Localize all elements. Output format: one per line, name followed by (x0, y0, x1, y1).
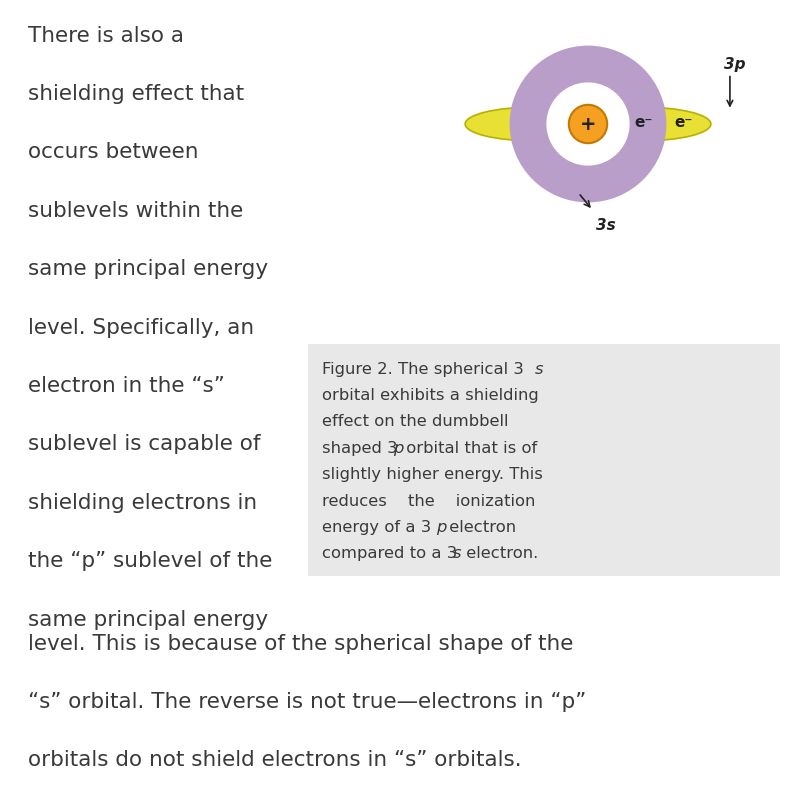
Text: orbital that is of: orbital that is of (401, 441, 537, 456)
Text: +: + (580, 114, 596, 134)
Text: sublevel is capable of: sublevel is capable of (28, 434, 261, 454)
Text: s: s (534, 362, 543, 377)
Circle shape (510, 46, 666, 202)
Text: slightly higher energy. This: slightly higher energy. This (322, 467, 543, 482)
Text: shielding effect that: shielding effect that (28, 84, 244, 104)
Text: electron in the “s”: electron in the “s” (28, 376, 225, 396)
Text: shielding electrons in: shielding electrons in (28, 493, 257, 513)
Text: same principal energy: same principal energy (28, 259, 268, 279)
Text: e⁻: e⁻ (674, 115, 693, 130)
Text: reduces    the    ionization: reduces the ionization (322, 494, 536, 509)
Text: e⁻: e⁻ (634, 115, 653, 130)
Text: occurs between: occurs between (28, 142, 198, 162)
Text: shaped 3: shaped 3 (322, 441, 398, 456)
Text: s: s (453, 546, 462, 562)
Text: “s” orbital. The reverse is not true—electrons in “p”: “s” orbital. The reverse is not true—ele… (28, 692, 586, 712)
Text: p: p (393, 441, 403, 456)
Text: 3p: 3p (723, 57, 745, 71)
Text: effect on the dumbbell: effect on the dumbbell (322, 414, 509, 430)
Text: Figure 2. The spherical 3: Figure 2. The spherical 3 (322, 362, 524, 377)
Text: p: p (436, 520, 446, 535)
Text: level. This is because of the spherical shape of the: level. This is because of the spherical … (28, 634, 574, 654)
Text: orbital exhibits a shielding: orbital exhibits a shielding (322, 388, 539, 403)
Text: sublevels within the: sublevels within the (28, 201, 243, 221)
Bar (308, 344, 780, 576)
Text: 3s: 3s (596, 218, 616, 234)
Ellipse shape (575, 107, 711, 141)
Text: same principal energy: same principal energy (28, 610, 268, 630)
Text: electron: electron (444, 520, 516, 535)
Text: orbitals do not shield electrons in “s” orbitals.: orbitals do not shield electrons in “s” … (28, 750, 522, 770)
Text: electron.: electron. (461, 546, 538, 562)
Text: There is also a: There is also a (28, 26, 184, 46)
Circle shape (546, 82, 630, 166)
Text: the “p” sublevel of the: the “p” sublevel of the (28, 551, 272, 571)
Text: compared to a 3: compared to a 3 (322, 546, 458, 562)
Text: energy of a 3: energy of a 3 (322, 520, 431, 535)
Circle shape (569, 105, 607, 143)
Text: level. Specifically, an: level. Specifically, an (28, 318, 254, 338)
Ellipse shape (465, 107, 601, 141)
